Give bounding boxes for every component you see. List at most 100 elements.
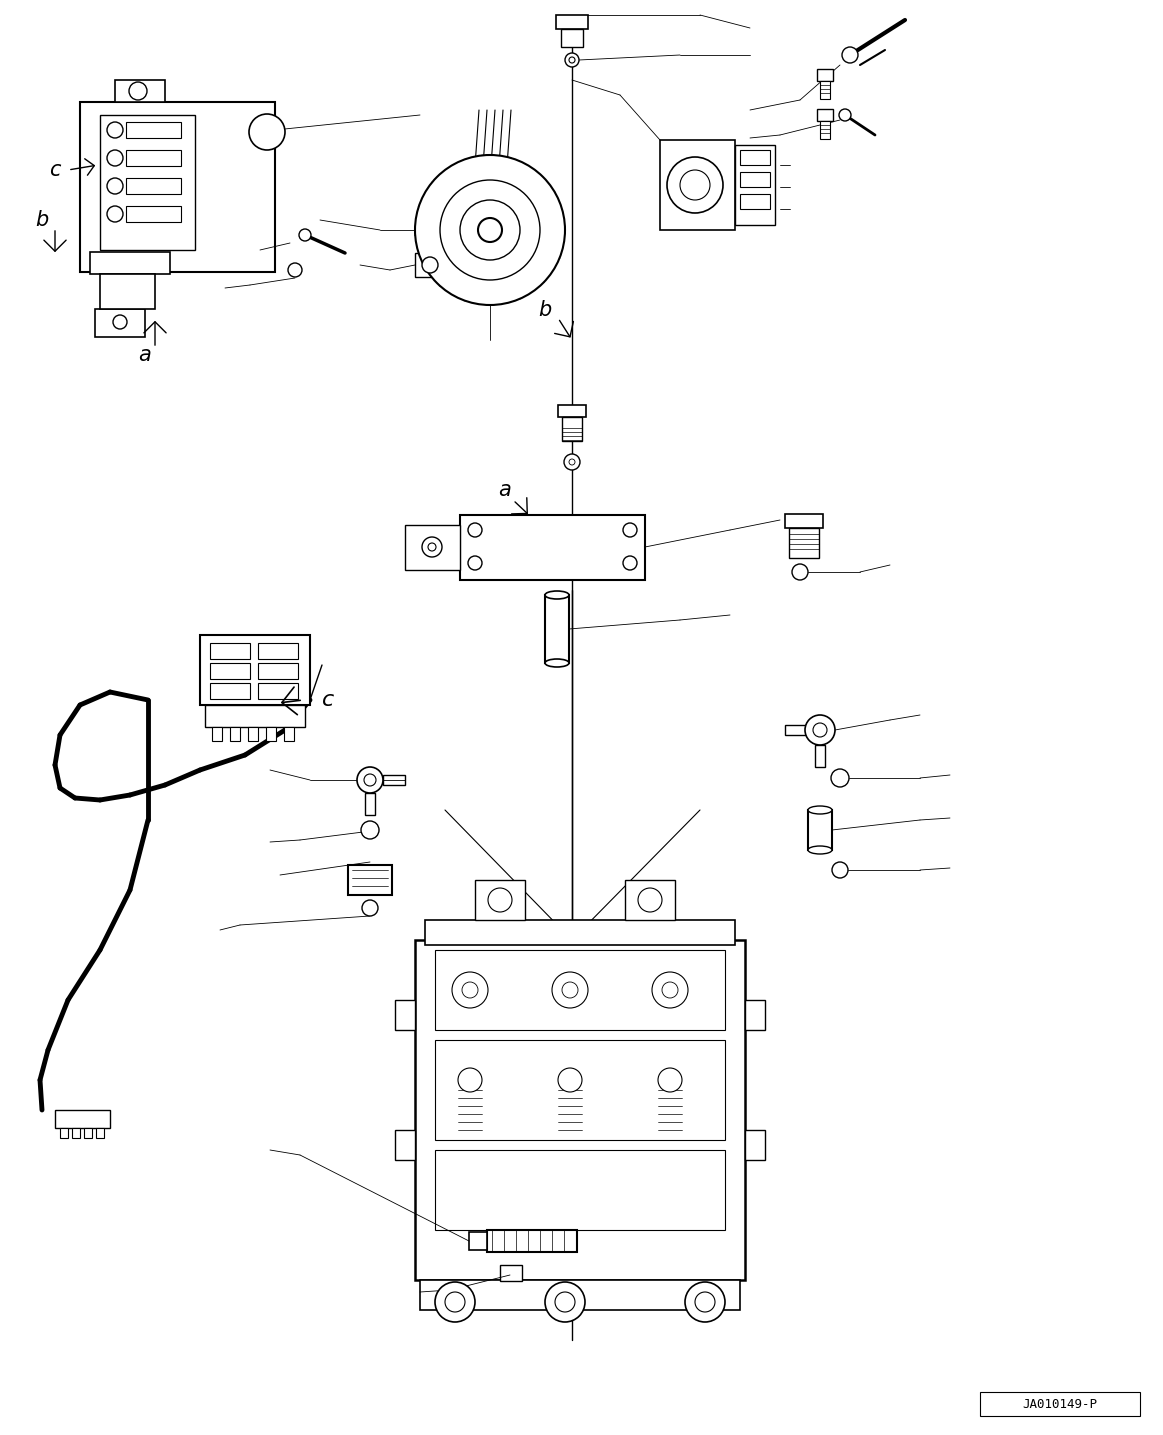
Circle shape <box>415 155 565 306</box>
Bar <box>435 1149 725 1230</box>
Bar <box>469 1233 487 1250</box>
Bar <box>980 1392 1140 1416</box>
Bar <box>55 1111 110 1128</box>
Circle shape <box>555 1292 575 1312</box>
Text: c: c <box>322 690 334 710</box>
Bar <box>545 596 569 663</box>
Bar <box>659 141 735 230</box>
Circle shape <box>564 453 580 471</box>
Bar <box>561 29 583 47</box>
Circle shape <box>445 1292 465 1312</box>
Bar <box>435 1040 725 1139</box>
Bar <box>625 880 675 920</box>
Circle shape <box>680 169 709 199</box>
Text: b: b <box>538 300 551 320</box>
Bar <box>60 1128 67 1138</box>
Circle shape <box>488 888 512 913</box>
Bar <box>211 643 250 659</box>
Bar <box>348 865 392 895</box>
Circle shape <box>362 900 378 916</box>
Circle shape <box>552 971 588 1007</box>
Bar <box>745 1000 765 1030</box>
Bar <box>126 122 181 138</box>
Circle shape <box>458 1068 481 1092</box>
Circle shape <box>107 122 123 138</box>
Bar <box>126 207 181 222</box>
Circle shape <box>440 179 540 280</box>
Bar <box>785 725 807 735</box>
Text: a: a <box>138 344 151 364</box>
Bar <box>258 683 298 699</box>
Circle shape <box>435 1281 475 1322</box>
Bar <box>100 115 195 250</box>
Bar <box>211 663 250 679</box>
Ellipse shape <box>545 591 569 598</box>
Bar <box>415 253 445 277</box>
Bar <box>84 1128 92 1138</box>
Bar <box>740 194 770 210</box>
Bar <box>740 172 770 187</box>
Text: b: b <box>35 210 49 230</box>
Circle shape <box>299 230 311 241</box>
Circle shape <box>565 53 579 67</box>
Ellipse shape <box>808 847 832 854</box>
Circle shape <box>468 522 481 537</box>
Bar <box>420 1280 740 1310</box>
Bar <box>808 809 832 850</box>
Circle shape <box>422 257 438 273</box>
Bar <box>816 69 833 80</box>
Circle shape <box>249 113 285 151</box>
Bar <box>72 1128 80 1138</box>
Circle shape <box>468 555 481 570</box>
Bar <box>424 920 735 946</box>
Circle shape <box>364 773 376 786</box>
Circle shape <box>623 522 637 537</box>
Circle shape <box>695 1292 715 1312</box>
Circle shape <box>842 47 858 63</box>
Ellipse shape <box>545 659 569 667</box>
Bar <box>395 1000 415 1030</box>
Bar <box>97 1128 104 1138</box>
Bar <box>435 950 725 1030</box>
Bar <box>735 145 775 225</box>
Bar <box>405 525 461 570</box>
Circle shape <box>813 723 827 738</box>
Circle shape <box>558 1068 582 1092</box>
Bar <box>487 1230 577 1251</box>
Bar <box>284 728 294 740</box>
Circle shape <box>107 178 123 194</box>
Circle shape <box>623 555 637 570</box>
Circle shape <box>685 1281 725 1322</box>
Bar <box>266 728 276 740</box>
Circle shape <box>129 82 147 100</box>
Circle shape <box>839 109 851 121</box>
Bar <box>815 745 825 766</box>
Circle shape <box>662 982 678 997</box>
Bar <box>211 683 250 699</box>
Bar <box>475 880 525 920</box>
Circle shape <box>562 982 578 997</box>
Circle shape <box>658 1068 682 1092</box>
Bar <box>415 940 745 1280</box>
Circle shape <box>428 542 436 551</box>
Bar <box>258 663 298 679</box>
Bar <box>126 178 181 194</box>
Ellipse shape <box>808 806 832 814</box>
Text: JA010149-P: JA010149-P <box>1022 1399 1098 1412</box>
Circle shape <box>478 218 502 243</box>
Circle shape <box>805 715 835 745</box>
Bar <box>740 151 770 165</box>
Circle shape <box>832 769 849 786</box>
Bar <box>461 515 645 580</box>
Bar <box>820 121 830 139</box>
Bar <box>90 253 170 274</box>
Bar <box>558 405 586 418</box>
Bar <box>556 14 588 29</box>
Bar <box>383 775 405 785</box>
Bar <box>745 1129 765 1159</box>
Circle shape <box>113 316 127 329</box>
Bar <box>126 151 181 166</box>
Circle shape <box>832 862 848 878</box>
Circle shape <box>569 57 575 63</box>
Bar <box>789 528 819 558</box>
